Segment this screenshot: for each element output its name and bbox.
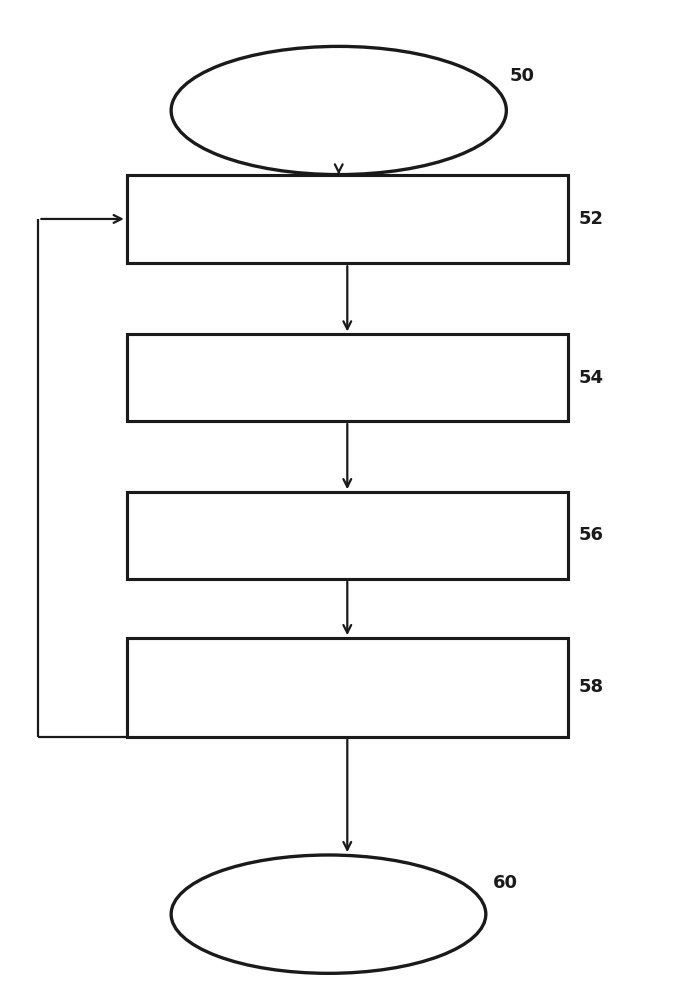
- Text: 60: 60: [493, 874, 518, 892]
- Text: 52: 52: [578, 210, 603, 228]
- Text: 50: 50: [510, 67, 535, 85]
- Bar: [126, 334, 568, 421]
- Bar: [126, 638, 568, 737]
- Bar: [126, 175, 568, 263]
- Bar: [126, 492, 568, 579]
- Text: 54: 54: [578, 369, 603, 387]
- Text: 58: 58: [578, 678, 603, 696]
- Text: 56: 56: [578, 526, 603, 544]
